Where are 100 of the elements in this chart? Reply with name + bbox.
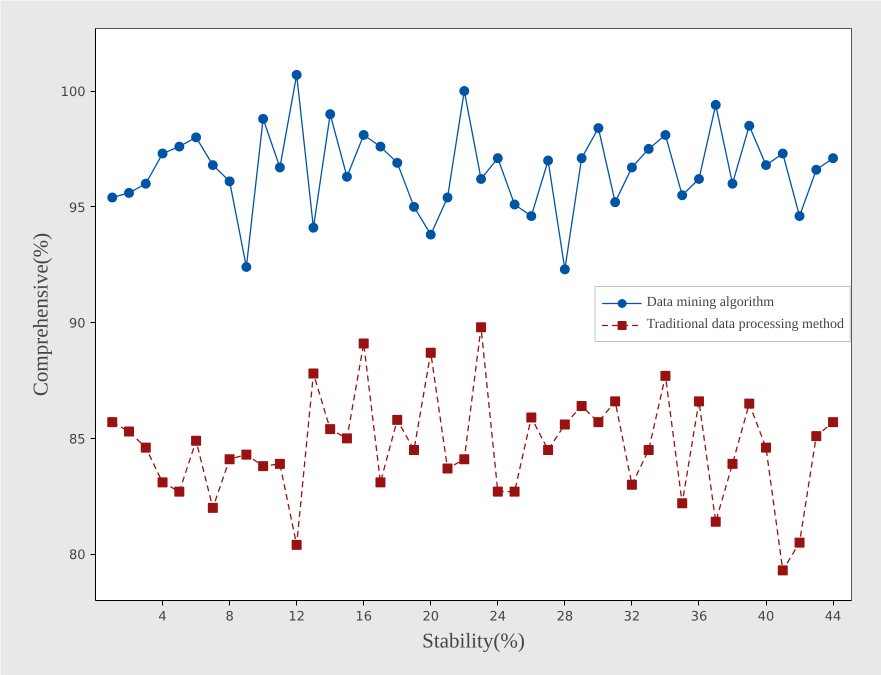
point <box>292 540 302 550</box>
point <box>694 174 704 184</box>
x-tick-label: 40 <box>758 610 774 624</box>
x-axis-title: Stability(%) <box>422 628 525 652</box>
point <box>408 202 419 212</box>
point <box>442 192 453 203</box>
point <box>459 86 470 96</box>
point <box>811 164 822 175</box>
point <box>358 130 369 140</box>
point <box>342 433 352 444</box>
y-tick-label: 80 <box>68 548 86 564</box>
point <box>107 192 118 203</box>
point <box>560 420 570 430</box>
x-tick-label: 44 <box>824 610 842 624</box>
point <box>325 424 336 434</box>
point <box>342 172 352 182</box>
point <box>375 477 386 488</box>
point <box>375 142 386 152</box>
point <box>140 178 151 189</box>
point <box>560 264 570 274</box>
point <box>778 148 788 159</box>
point <box>694 396 704 406</box>
x-tick-label: 12 <box>288 610 305 624</box>
point <box>727 178 738 189</box>
point <box>258 114 268 124</box>
point <box>241 450 252 460</box>
point <box>325 109 336 120</box>
legend-label: Data mining algorithm <box>646 295 774 311</box>
point <box>543 444 554 455</box>
point <box>811 431 822 442</box>
point <box>208 160 218 170</box>
point <box>761 160 772 170</box>
point <box>677 190 688 200</box>
point <box>274 162 285 172</box>
point <box>308 368 318 379</box>
x-tick-label: 20 <box>422 610 440 624</box>
point <box>610 197 620 208</box>
point <box>274 458 285 469</box>
legend-label: Traditional data processing method <box>646 317 844 333</box>
point <box>224 176 235 186</box>
y-tick-label: 95 <box>68 200 86 216</box>
y-tick-label: 85 <box>68 432 86 448</box>
point <box>442 464 453 474</box>
point <box>392 414 402 425</box>
point <box>794 538 805 548</box>
point <box>610 396 620 406</box>
point <box>526 412 536 423</box>
point <box>710 516 721 527</box>
point <box>174 486 184 497</box>
point <box>191 436 202 446</box>
point <box>778 565 788 576</box>
y-tick-label: 90 <box>68 316 86 332</box>
point <box>158 148 168 159</box>
point <box>593 123 604 134</box>
point <box>308 222 318 233</box>
point <box>744 398 754 409</box>
point <box>408 444 419 455</box>
point <box>593 417 604 428</box>
point <box>660 130 670 140</box>
point <box>208 502 218 513</box>
point <box>392 158 402 168</box>
point <box>224 454 235 464</box>
point <box>124 188 134 198</box>
x-tick-label: 28 <box>556 610 574 624</box>
point <box>191 132 202 142</box>
point <box>174 142 184 152</box>
x-tick-label: 16 <box>355 610 372 624</box>
x-tick-label: 8 <box>225 610 234 624</box>
y-axis-title: Comprehensive(%) <box>28 232 53 396</box>
point <box>576 400 587 411</box>
point <box>158 477 168 488</box>
point <box>124 426 134 436</box>
point <box>426 230 436 240</box>
x-tick-label: 36 <box>690 610 708 624</box>
point <box>510 486 520 497</box>
point <box>828 153 838 164</box>
point <box>140 442 151 453</box>
point <box>644 144 654 154</box>
point <box>660 370 670 381</box>
point <box>644 444 654 455</box>
point <box>626 480 637 490</box>
x-tick-label: 32 <box>624 610 640 624</box>
point <box>576 153 587 164</box>
point <box>492 153 503 164</box>
point <box>727 458 738 469</box>
point <box>710 100 721 110</box>
x-tick-label: 24 <box>490 610 506 624</box>
point <box>761 442 772 453</box>
point <box>426 348 436 358</box>
point <box>358 338 369 348</box>
point <box>543 156 554 166</box>
point <box>476 322 486 332</box>
point <box>526 211 536 222</box>
point <box>744 120 754 131</box>
point <box>828 417 838 428</box>
y-tick-label: 100 <box>60 85 86 100</box>
point <box>476 174 486 184</box>
point <box>510 200 520 210</box>
point <box>626 162 637 172</box>
point <box>677 498 688 508</box>
